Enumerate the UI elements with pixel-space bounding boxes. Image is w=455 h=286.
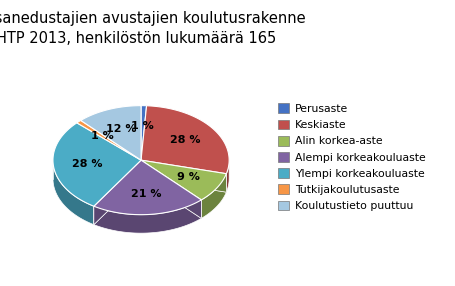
Polygon shape [141, 106, 229, 174]
Text: 1 %: 1 % [131, 121, 154, 131]
Polygon shape [81, 106, 141, 160]
Text: Kansanedustajien avustajien koulutusrakenne
HTP 2013, henkilöstön lukumäärä 165: Kansanedustajien avustajien koulutusrake… [0, 11, 306, 46]
Polygon shape [94, 160, 141, 225]
Polygon shape [94, 200, 202, 233]
Legend: Perusaste, Keskiaste, Alin korkea-aste, Alempi korkeakouluaste, Ylempi korkeakou: Perusaste, Keskiaste, Alin korkea-aste, … [278, 104, 425, 211]
Polygon shape [141, 160, 202, 219]
Polygon shape [141, 106, 147, 160]
Text: 9 %: 9 % [177, 172, 199, 182]
Polygon shape [77, 120, 141, 160]
Text: 28 %: 28 % [170, 135, 201, 145]
Polygon shape [94, 160, 141, 225]
Text: 28 %: 28 % [71, 159, 102, 169]
Polygon shape [141, 160, 202, 219]
Polygon shape [227, 160, 229, 192]
Polygon shape [53, 160, 94, 225]
Text: 21 %: 21 % [131, 189, 162, 199]
Polygon shape [202, 174, 227, 219]
Polygon shape [141, 160, 227, 200]
Polygon shape [141, 160, 227, 192]
Polygon shape [53, 123, 141, 206]
Polygon shape [94, 160, 202, 215]
Polygon shape [141, 160, 227, 192]
Text: 1 %: 1 % [91, 131, 114, 141]
Text: 12 %: 12 % [106, 124, 136, 134]
